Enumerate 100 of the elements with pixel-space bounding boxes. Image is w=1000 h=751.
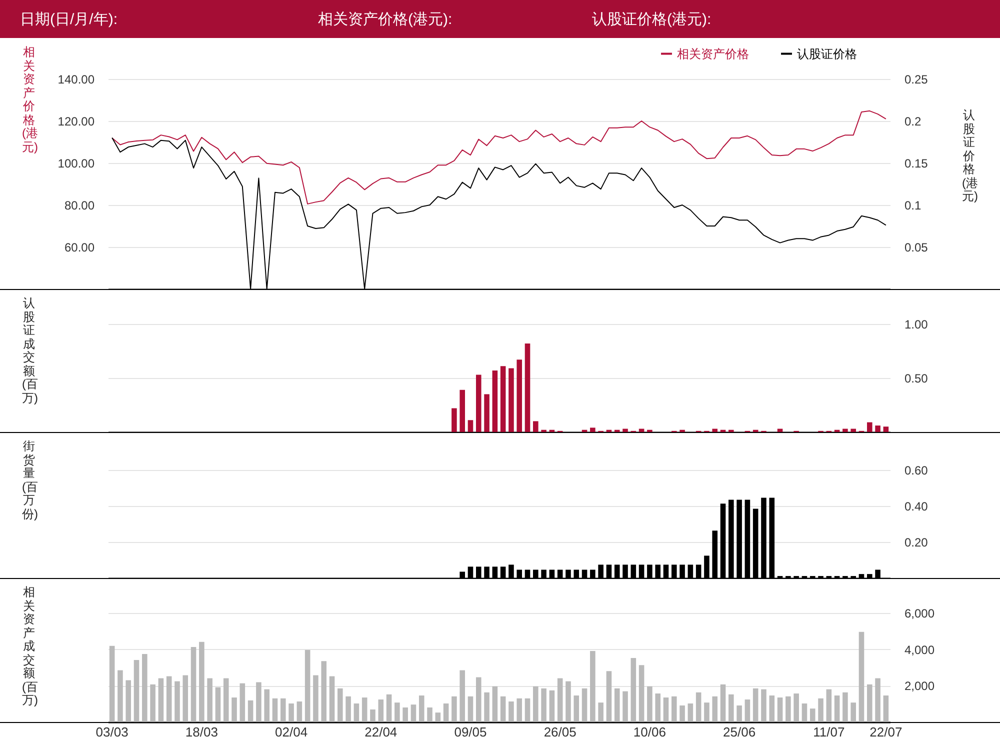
bar: [875, 570, 880, 578]
bar: [850, 428, 856, 432]
bar: [248, 700, 254, 722]
y-axis-title: 街货量(百万份): [22, 439, 38, 521]
bar: [516, 698, 522, 722]
bar: [826, 689, 832, 722]
bar: [370, 709, 376, 722]
y2-tick-label: 0.1: [904, 198, 922, 212]
bar: [378, 699, 384, 722]
bar: [786, 696, 791, 722]
bar: [858, 574, 864, 578]
bar: [598, 702, 604, 722]
bar: [541, 688, 546, 722]
bar: [533, 421, 538, 432]
bar: [752, 688, 758, 722]
bar: [109, 646, 115, 722]
bar: [468, 696, 474, 722]
bar: [313, 675, 318, 722]
bar: [264, 689, 270, 722]
bar: [492, 566, 498, 578]
bar: [182, 675, 188, 722]
bar: [460, 390, 465, 432]
bar: [574, 695, 580, 722]
x-tick-label: 25/06: [723, 724, 756, 740]
bar: [354, 703, 360, 722]
bar: [663, 564, 669, 578]
bar: [126, 680, 132, 722]
bar: [484, 692, 490, 722]
bar: [614, 688, 620, 722]
bar: [386, 694, 392, 722]
bar: [680, 564, 685, 578]
bar: [118, 670, 123, 722]
bar: [158, 678, 164, 722]
y-tick-label: 2,000: [904, 679, 935, 694]
bar: [288, 703, 294, 722]
bar: [712, 696, 718, 722]
bar: [802, 703, 808, 722]
bar: [500, 566, 506, 578]
bar: [468, 566, 474, 578]
bar: [842, 692, 848, 722]
bar: [134, 660, 140, 722]
bar: [452, 408, 457, 432]
bar: [712, 428, 718, 432]
bar: [728, 694, 734, 722]
bar: [524, 343, 530, 432]
bar: [435, 712, 441, 722]
bar: [728, 500, 734, 578]
bar: [769, 498, 775, 578]
bar: [630, 658, 636, 722]
y-tick-label: 1.00: [904, 318, 928, 332]
y2-tick-label: 0.05: [904, 240, 928, 254]
bar: [761, 498, 766, 578]
x-tick-label: 03/03: [96, 724, 128, 740]
y2-tick-label: 0.25: [904, 72, 928, 86]
bar: [883, 695, 889, 722]
bar: [476, 374, 482, 432]
y-tick-label: 120.00: [58, 114, 95, 128]
bar: [321, 661, 327, 722]
bar: [638, 564, 644, 578]
bar: [508, 564, 514, 578]
bar: [452, 696, 457, 722]
y2-tick-label: 0.15: [904, 156, 928, 170]
y-tick-label: 0.40: [904, 500, 928, 514]
line-series: [112, 137, 886, 289]
y2-tick-label: 0.2: [904, 114, 922, 128]
bar: [866, 684, 872, 722]
bar: [362, 697, 368, 722]
y2-axis-title: 认股证价格(港元): [962, 108, 978, 204]
bar: [460, 572, 465, 578]
bar: [418, 695, 424, 722]
x-tick-label: 22/04: [364, 724, 398, 740]
bar: [671, 696, 677, 722]
y-tick-label: 80.00: [64, 198, 95, 212]
bar: [875, 426, 880, 432]
text: 日期(日/月/年):: [20, 10, 118, 29]
bar: [500, 366, 506, 432]
bar: [834, 695, 840, 722]
bar: [492, 686, 498, 722]
bar: [696, 564, 702, 578]
bar: [858, 632, 864, 722]
bar: [557, 570, 563, 578]
bar: [508, 368, 514, 432]
bar: [524, 698, 530, 722]
bar: [223, 678, 229, 722]
bar: [622, 691, 628, 722]
bar: [304, 650, 310, 722]
y-tick-label: 100.00: [58, 156, 95, 170]
bar: [549, 570, 555, 578]
x-tick-label: 22/07: [870, 724, 902, 740]
bar: [744, 699, 750, 722]
bar: [720, 684, 726, 722]
text: 相关资产成交额(百万): [22, 585, 38, 707]
bar: [402, 707, 408, 722]
bar: [500, 696, 506, 722]
bar: [704, 702, 710, 722]
bar: [614, 564, 620, 578]
bar: [866, 574, 872, 578]
bar: [655, 564, 660, 578]
bar: [671, 564, 677, 578]
bar: [476, 677, 482, 722]
